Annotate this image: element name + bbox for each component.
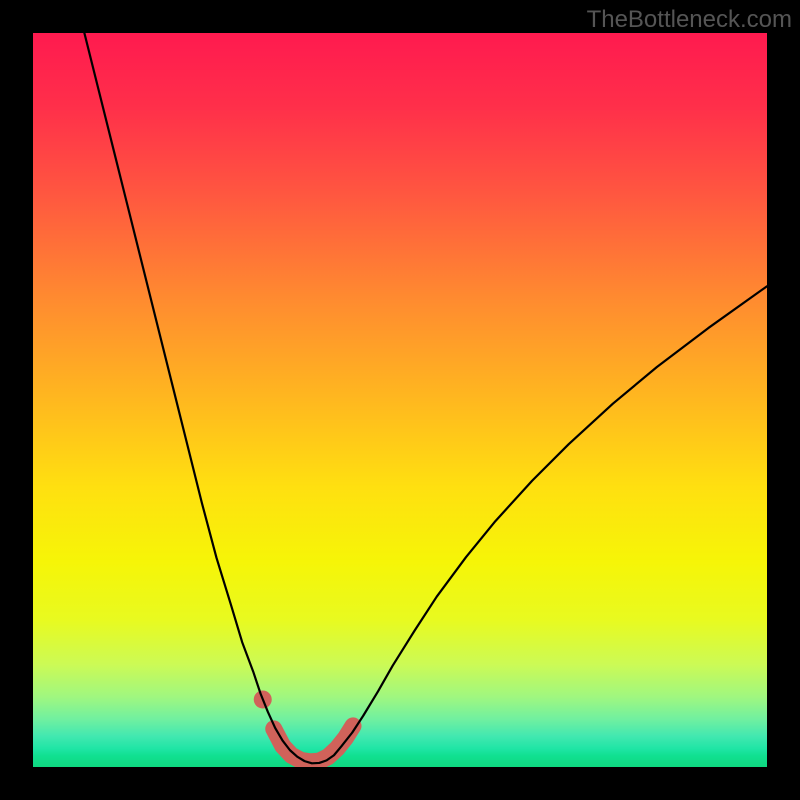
v-curve-line (84, 33, 767, 763)
chart-stage: TheBottleneck.com (0, 0, 800, 800)
curve-layer (33, 33, 767, 767)
plot-area (33, 33, 767, 767)
watermark-text: TheBottleneck.com (587, 6, 792, 34)
